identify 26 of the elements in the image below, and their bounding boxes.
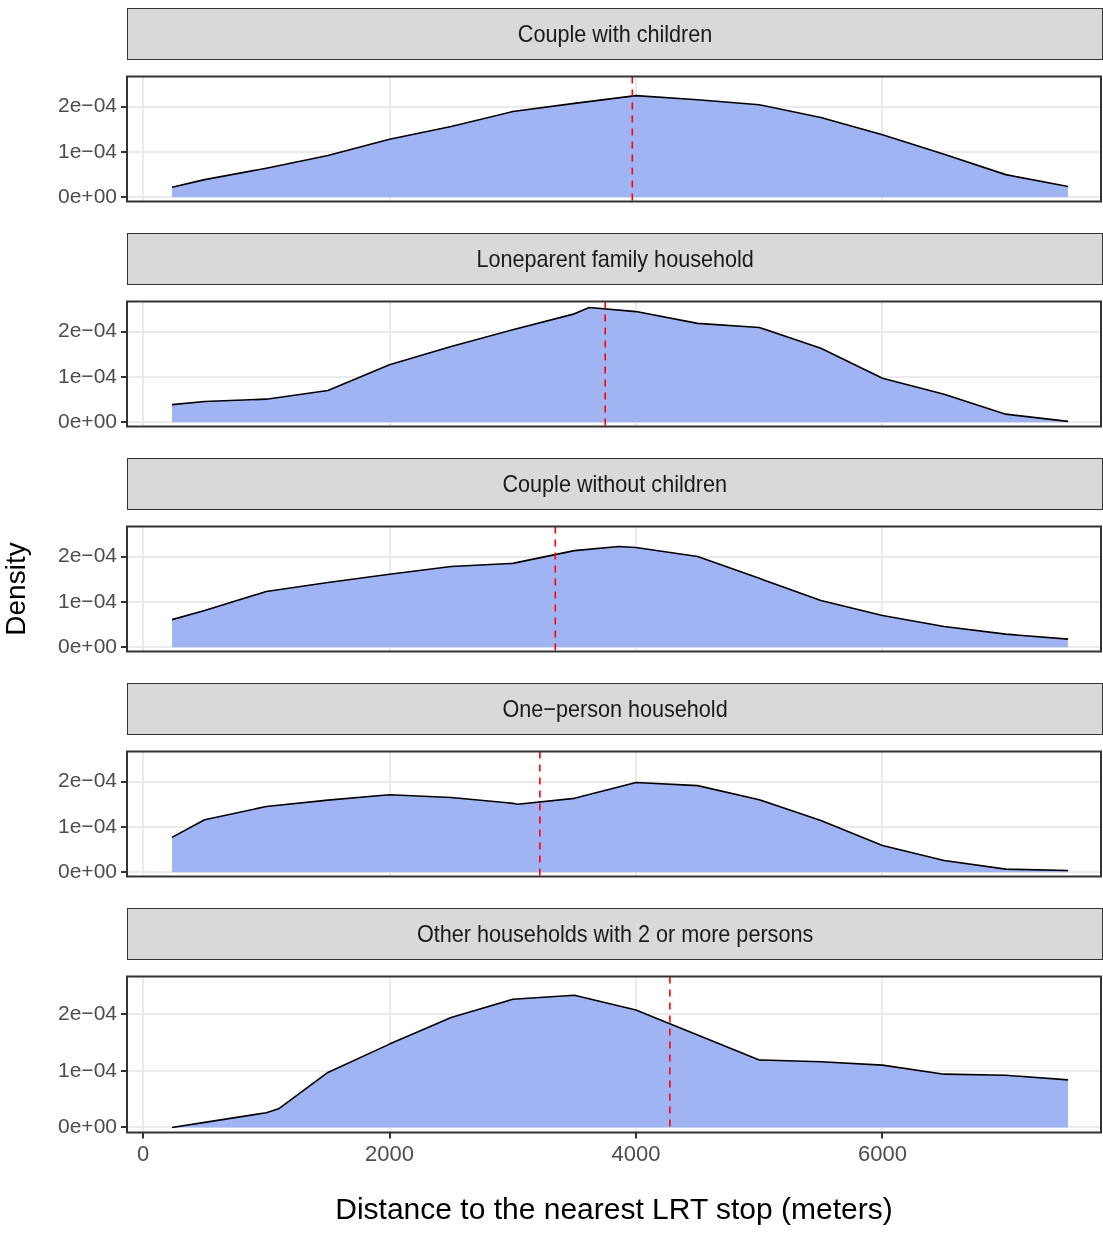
y-tick-label: 2e−04 [58,318,118,342]
y-axis-title: Density [0,542,31,636]
y-tick-label: 1e−04 [58,1057,118,1081]
chart-title: Loneparent family household [476,245,754,273]
y-tick-label: 2e−04 [58,93,118,117]
x-tick-label: 0 [136,1140,150,1166]
x-tick-label: 6000 [858,1140,907,1166]
chart-title: Other households with 2 or more persons [416,920,814,948]
y-tick-label: 0e+00 [58,409,117,433]
y-tick-label: 1e−04 [58,813,118,837]
x-tick-label: 4000 [611,1140,661,1166]
x-axis-title: Distance to the nearest LRT stop (meters) [335,1192,893,1226]
x-tick-label: 2000 [365,1140,414,1166]
y-tick-label: 1e−04 [58,363,118,387]
chart-title: One−person household [502,695,728,723]
y-tick-label: 0e+00 [58,859,117,883]
y-tick-label: 2e−04 [58,768,118,792]
y-tick-label: 0e+00 [58,1114,117,1138]
y-tick-label: 0e+00 [58,184,117,208]
y-tick-label: 1e−04 [58,588,118,612]
y-tick-label: 1e−04 [58,138,118,162]
y-tick-label: 2e−04 [58,543,118,567]
chart-title: Couple with children [517,20,713,48]
y-tick-label: 2e−04 [58,1000,118,1024]
chart-title: Couple without children [502,470,728,498]
y-tick-label: 0e+00 [58,634,117,658]
